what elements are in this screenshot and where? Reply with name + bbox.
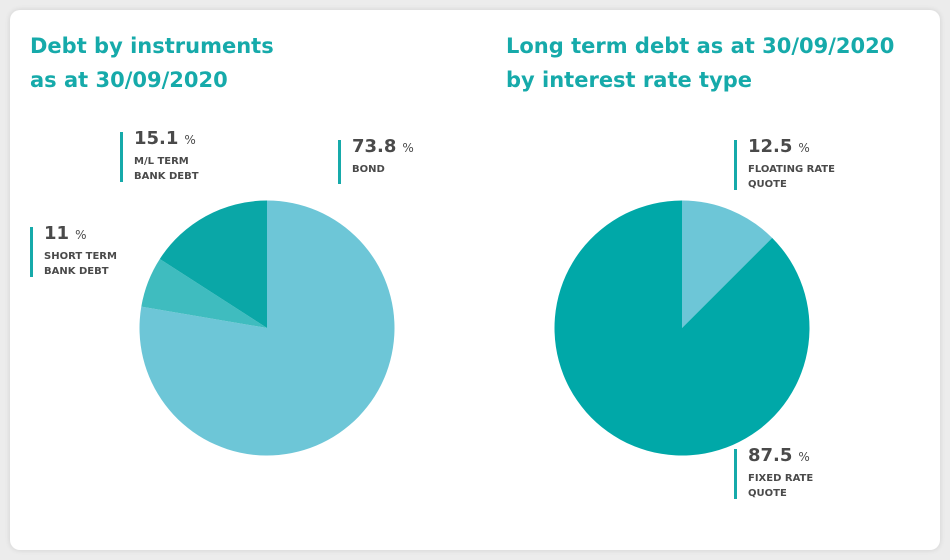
callout-label-line: BOND [352, 164, 385, 175]
title-line: as at 30/09/2020 [30, 68, 228, 92]
percent-sign: % [798, 450, 810, 464]
callout-label-line: QUOTE [748, 488, 787, 499]
callout-label-line: QUOTE [748, 179, 787, 190]
callout-value: 73.8 [352, 136, 397, 157]
callout-label-line: FLOATING RATE [748, 164, 835, 175]
pie-slice-short-term-bank-debt [141, 258, 267, 328]
title-line: Long term debt as at 30/09/2020 [506, 34, 895, 58]
callout-value: 11 [44, 223, 70, 244]
percent-sign: % [402, 141, 414, 155]
callout-label-line: BANK DEBT [44, 266, 109, 277]
callout-value: 12.5 [748, 136, 793, 157]
callout-label-line: M/L TERM [134, 156, 189, 167]
percent-sign: % [798, 141, 810, 155]
callout-label-line: FIXED RATE [748, 473, 814, 484]
callout-bond: 73.8% BOND [338, 136, 414, 184]
callout-label-line: SHORT TERM [44, 251, 117, 262]
pie-slice-floating-rate-quote [682, 200, 773, 328]
pie-chart-debt-by-instruments [139, 200, 395, 456]
pie-slice-fixed-rate-quote [554, 200, 810, 456]
callout-fixed-rate-quote: 87.5% FIXED RATE QUOTE [734, 445, 814, 499]
title-line: by interest rate type [506, 68, 753, 92]
pie-chart-interest-rate-type [554, 200, 810, 456]
callout-floating-rate-quote: 12.5% FLOATING RATE QUOTE [734, 136, 835, 190]
percent-sign: % [184, 133, 196, 147]
callout-ml-term-bank-debt: 15.1% M/L TERM BANK DEBT [120, 128, 199, 182]
chart-title-long-term-debt: Long term debt as at 30/09/2020 by inter… [506, 29, 894, 97]
title-line: Debt by instruments [30, 34, 274, 58]
chart-title-debt-by-instruments: Debt by instruments as at 30/09/2020 [30, 29, 274, 97]
callout-label-line: BANK DEBT [134, 171, 199, 182]
callout-value: 87.5 [748, 445, 793, 466]
percent-sign: % [75, 228, 87, 242]
callout-value: 15.1 [134, 128, 179, 149]
pie-slice-bond [139, 200, 395, 456]
callout-short-term-bank-debt: 11% SHORT TERM BANK DEBT [30, 223, 117, 277]
pie-slice-m-l-term-bank-debt [159, 200, 267, 328]
